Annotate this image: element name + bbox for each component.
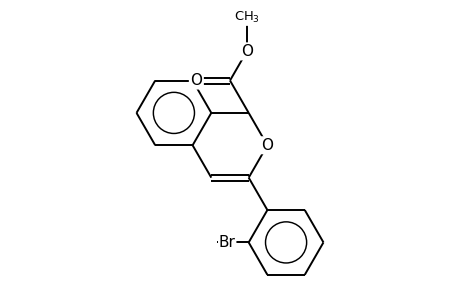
Text: O: O [261, 138, 273, 153]
Text: O: O [190, 73, 202, 88]
Text: O: O [241, 44, 252, 59]
Text: Br: Br [218, 235, 235, 250]
Text: CH$_3$: CH$_3$ [233, 10, 259, 25]
